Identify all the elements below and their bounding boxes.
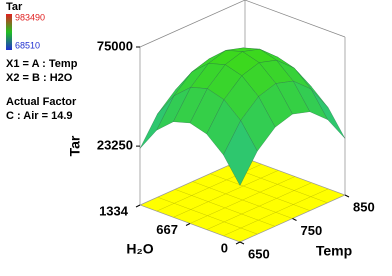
z-tick-label: 23250	[97, 138, 133, 153]
color-bar	[6, 14, 12, 50]
factor: X2 = B : H2O	[6, 72, 73, 84]
x-tick-label: 650	[248, 246, 270, 261]
z-tick-label: 75000	[97, 38, 133, 53]
actual-factor-title: Actual Factor	[6, 96, 77, 108]
y-tick	[135, 204, 141, 208]
y-tick	[235, 241, 241, 245]
legend-min: 68510	[15, 40, 40, 50]
x-tick-label: 750	[301, 223, 323, 238]
y-tick-label: 667	[156, 222, 178, 237]
x-tick	[344, 194, 350, 198]
x-tick	[292, 218, 297, 221]
y-tick-label: 1334	[99, 203, 129, 218]
factor: X1 = A : Temp	[6, 58, 78, 70]
x-tick	[239, 241, 245, 245]
box-edge	[244, 0, 346, 38]
y-tick	[185, 223, 191, 226]
y-axis-label: H₂O	[126, 241, 153, 257]
z-axis-label: Tar	[67, 135, 83, 156]
box-edge	[139, 0, 246, 48]
x-tick-label: 850	[353, 199, 375, 214]
legend-max: 983490	[15, 12, 45, 22]
x-axis-label: Temp	[316, 243, 352, 259]
plot: 23250 75000 0 667 1334 650 750 850	[97, 0, 375, 261]
legend-title: Tar	[6, 1, 23, 13]
surface-patch	[223, 120, 258, 186]
actual-factor: C : Air = 14.9	[6, 110, 73, 122]
y-tick-label: 0	[221, 240, 228, 255]
